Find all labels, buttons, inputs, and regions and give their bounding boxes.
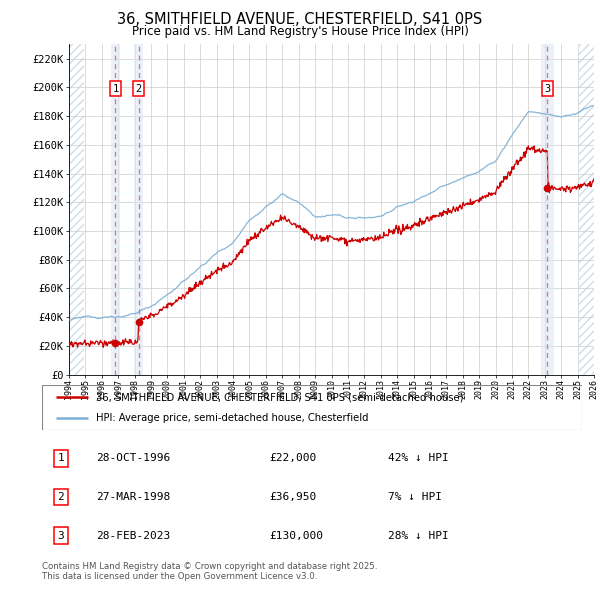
Text: 36, SMITHFIELD AVENUE, CHESTERFIELD, S41 0PS: 36, SMITHFIELD AVENUE, CHESTERFIELD, S41… [118, 12, 482, 27]
Text: 2: 2 [58, 492, 64, 502]
Text: 28-OCT-1996: 28-OCT-1996 [96, 453, 170, 463]
Text: 2: 2 [136, 84, 142, 94]
Text: HPI: Average price, semi-detached house, Chesterfield: HPI: Average price, semi-detached house,… [96, 412, 368, 422]
Text: Price paid vs. HM Land Registry's House Price Index (HPI): Price paid vs. HM Land Registry's House … [131, 25, 469, 38]
Text: £36,950: £36,950 [269, 492, 316, 502]
Text: 1: 1 [58, 453, 64, 463]
Text: £130,000: £130,000 [269, 531, 323, 541]
Text: 28-FEB-2023: 28-FEB-2023 [96, 531, 170, 541]
Text: Contains HM Land Registry data © Crown copyright and database right 2025.
This d: Contains HM Land Registry data © Crown c… [42, 562, 377, 581]
Text: 3: 3 [58, 531, 64, 541]
Bar [579, 44, 600, 375]
Text: 42% ↓ HPI: 42% ↓ HPI [388, 453, 448, 463]
Bar [134, 44, 143, 375]
Bar [69, 44, 84, 375]
Text: 7% ↓ HPI: 7% ↓ HPI [388, 492, 442, 502]
Bar [541, 44, 554, 375]
Bar [111, 44, 120, 375]
Text: 27-MAR-1998: 27-MAR-1998 [96, 492, 170, 502]
Text: 28% ↓ HPI: 28% ↓ HPI [388, 531, 448, 541]
Text: 3: 3 [544, 84, 551, 94]
Text: £22,000: £22,000 [269, 453, 316, 463]
Text: 36, SMITHFIELD AVENUE, CHESTERFIELD, S41 0PS (semi-detached house): 36, SMITHFIELD AVENUE, CHESTERFIELD, S41… [96, 392, 464, 402]
Text: 1: 1 [112, 84, 119, 94]
